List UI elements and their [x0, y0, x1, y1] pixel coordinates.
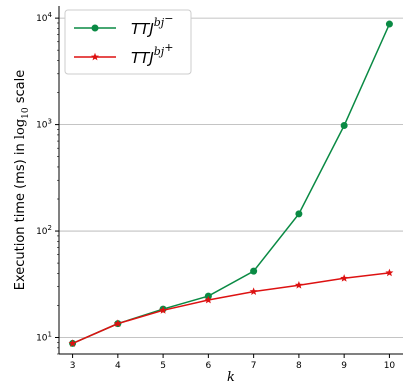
data-point-minus [250, 267, 258, 275]
data-point-plus [113, 319, 122, 328]
legend-minus-sign: − [164, 12, 173, 25]
x-tick-label: 10 [384, 361, 396, 371]
legend-marker-circle [91, 24, 99, 32]
legend-entry-plus: TTJbj+ [74, 41, 173, 67]
legend-minus-base: TTJ [131, 20, 154, 38]
x-tick-label: 8 [296, 361, 302, 371]
legend-label-plus: TTJbj+ [131, 41, 173, 67]
y-tick-base: 10 [36, 14, 48, 24]
legend-plus-base: TTJ [131, 49, 154, 67]
x-tick-label: 6 [206, 361, 212, 371]
y-tick-exponent: 4 [48, 11, 53, 19]
legend-plus-sign: + [164, 41, 173, 54]
y-tick-label: 103 [36, 118, 52, 131]
series-group [68, 20, 394, 347]
y-tick-base: 10 [36, 334, 48, 344]
y-axis-label-part1: Execution time (ms) in [13, 139, 28, 290]
y-tick-label: 101 [36, 331, 52, 344]
data-point-plus [204, 295, 213, 304]
y-axis-label-part2: scale [13, 70, 28, 108]
data-point-plus [340, 274, 349, 282]
data-point-minus [340, 122, 348, 130]
y-tick-exponent: 1 [48, 331, 52, 339]
legend-plus-sup: bj [154, 45, 165, 58]
series-line-plus [72, 272, 390, 345]
y-tick-base: 10 [36, 121, 48, 131]
y-tick-label: 102 [36, 224, 52, 237]
x-tick-label: 9 [341, 361, 347, 371]
y-axis-label-sub: 10 [21, 107, 31, 119]
x-tick-label: 3 [70, 361, 76, 371]
data-point-minus [295, 210, 303, 218]
y-axis-label-log: log [13, 119, 28, 139]
y-tick-base: 10 [36, 227, 48, 237]
data-point-plus [68, 339, 77, 347]
y-tick-exponent: 2 [48, 224, 52, 232]
legend-label-minus: TTJbj− [131, 12, 173, 38]
legend-marker-star [91, 52, 99, 61]
data-point-minus [385, 20, 393, 28]
y-axis-label: Execution time (ms) in log10 scale [13, 70, 31, 291]
data-point-plus [159, 306, 168, 314]
legend: TTJbj− TTJbj+ [64, 9, 192, 75]
x-tick-label: 5 [160, 361, 166, 371]
data-point-plus [294, 281, 303, 289]
x-tick-label: 4 [115, 361, 121, 371]
x-ticks: 3 4 5 6 7 8 9 10 [70, 354, 396, 371]
x-tick-label: 7 [251, 361, 257, 371]
legend-entry-minus: TTJbj− [74, 12, 173, 38]
data-point-plus [249, 287, 258, 295]
data-point-plus [385, 268, 394, 277]
legend-minus-sup: bj [154, 16, 165, 29]
y-tick-label: 104 [36, 11, 52, 24]
x-axis-label: k [227, 370, 235, 385]
y-tick-exponent: 3 [48, 118, 52, 126]
